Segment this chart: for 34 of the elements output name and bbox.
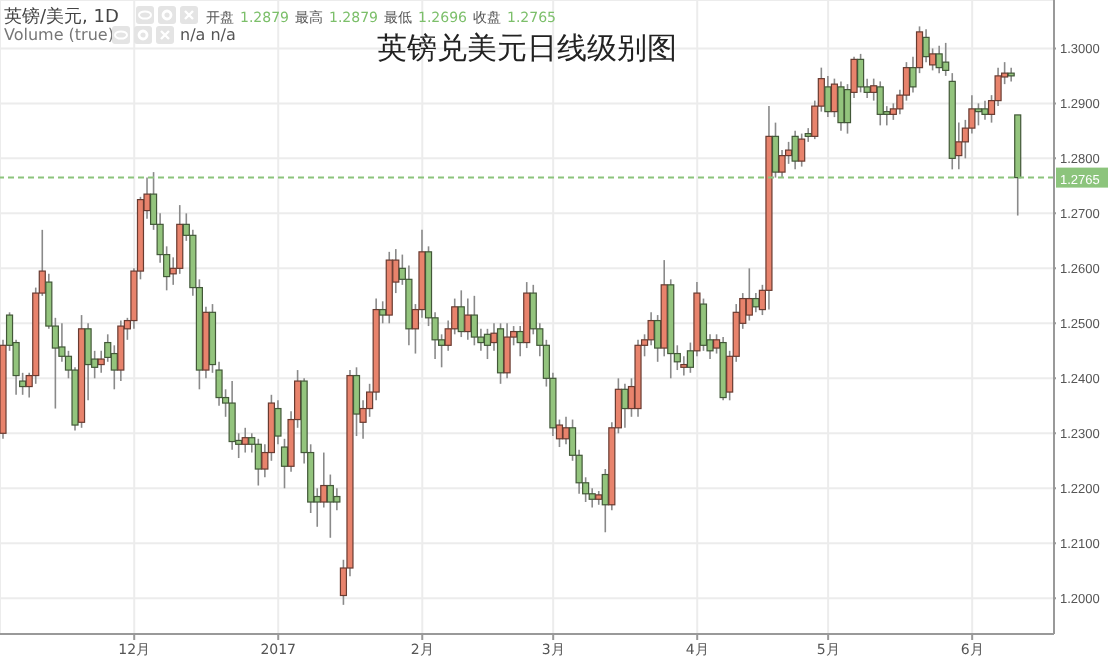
candlestick	[745, 267, 753, 322]
candlestick	[274, 399, 282, 446]
candlestick	[824, 75, 832, 118]
candlestick	[562, 416, 570, 446]
candlestick	[699, 297, 708, 352]
candlestick	[490, 322, 498, 352]
text: 英镑兑美元日线级别图	[377, 30, 677, 66]
annotation: 英镑/美元, 1D	[4, 5, 119, 28]
candlestick	[955, 121, 963, 171]
annotation: n/a n/a	[180, 26, 236, 44]
candlestick	[470, 295, 478, 347]
candlestick	[981, 99, 989, 121]
candlestick	[326, 473, 334, 539]
candlestick	[922, 28, 930, 63]
candlestick	[837, 80, 845, 132]
annotation: Volume (true)	[4, 26, 114, 44]
candlestick	[464, 297, 472, 341]
candlestick	[654, 314, 662, 363]
candlestick	[791, 130, 799, 171]
candlestick	[228, 380, 236, 451]
candlestick	[857, 53, 865, 94]
candlestick	[752, 292, 760, 314]
candlestick	[778, 149, 786, 179]
candlestick	[503, 322, 511, 380]
candlestick	[333, 487, 341, 512]
candlestick	[621, 383, 629, 429]
candlestick	[379, 300, 387, 325]
candlestick	[942, 42, 950, 77]
candlestick	[798, 132, 806, 168]
candlestick	[352, 366, 361, 437]
candlestick	[876, 80, 884, 127]
candlestick	[84, 322, 92, 402]
candlestick	[935, 44, 943, 74]
candlestick	[117, 319, 125, 382]
